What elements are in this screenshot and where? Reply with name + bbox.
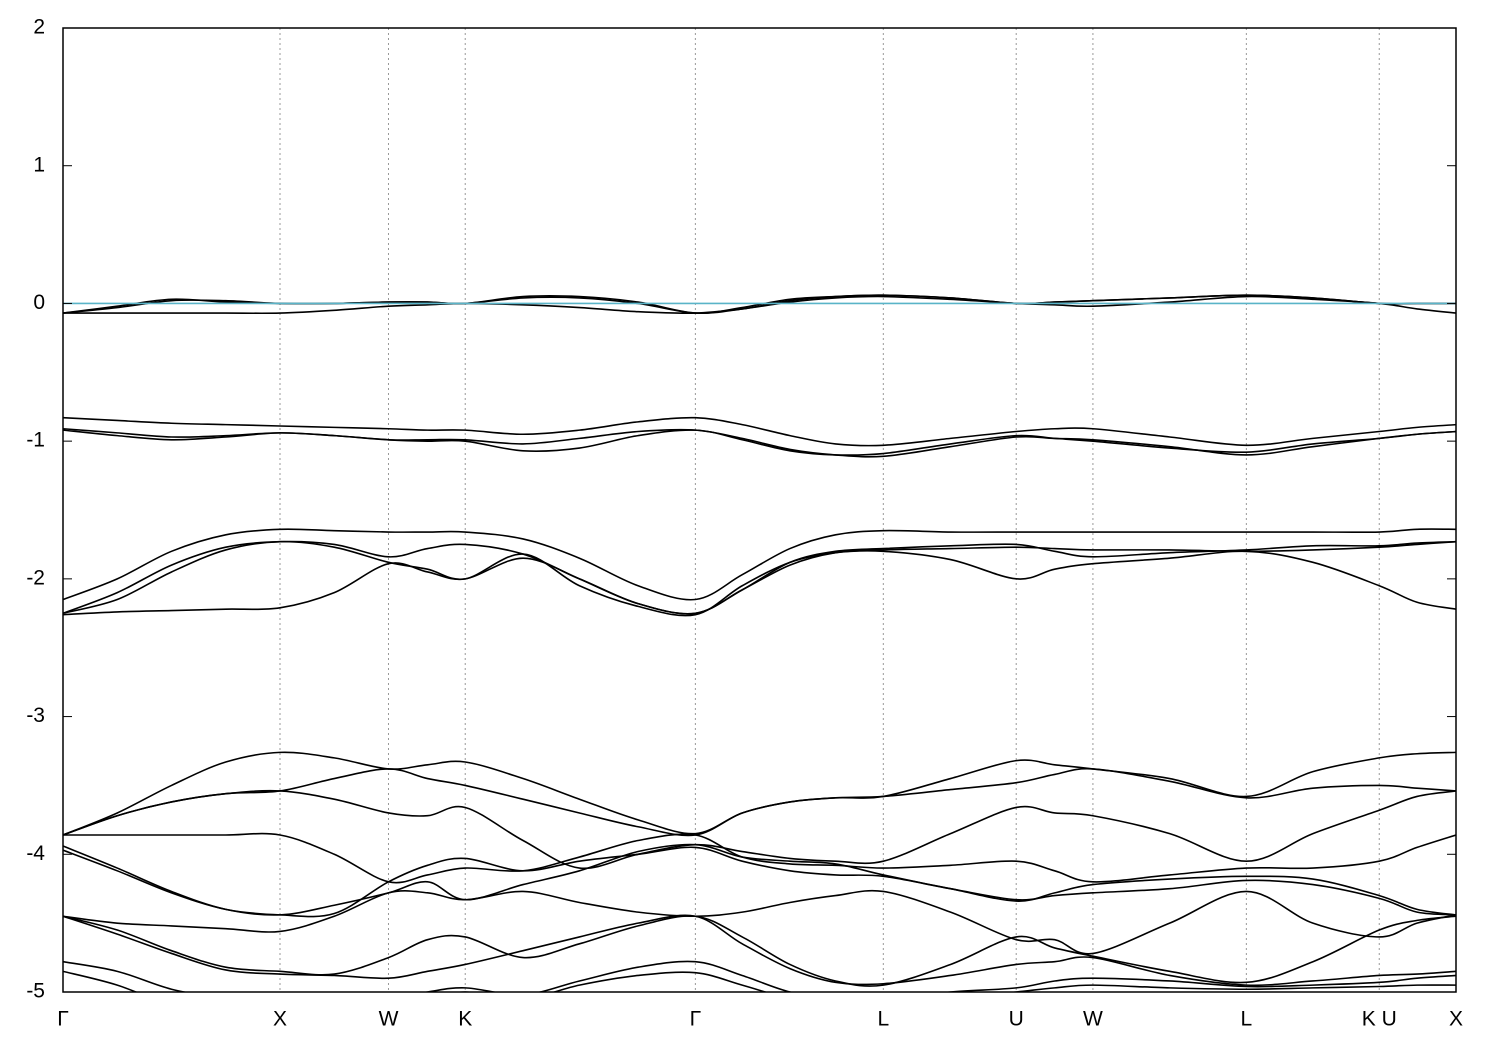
- x-tick-label: X: [1449, 1008, 1463, 1031]
- y-tick-label: -1: [26, 429, 45, 452]
- band-line: [63, 416, 1456, 447]
- band-line: [63, 960, 1456, 992]
- band-line: [63, 832, 1456, 884]
- x-tick-label: W: [1083, 1008, 1103, 1031]
- band-line: [63, 889, 1456, 955]
- plot-frame: [62, 27, 1457, 993]
- x-tick-label: U: [1009, 1008, 1024, 1031]
- y-tick-label: 0: [33, 291, 45, 314]
- y-tick-label: -3: [26, 704, 45, 727]
- x-tick-label: K U: [1362, 1008, 1397, 1031]
- band-line: [63, 914, 1456, 987]
- band-line: [63, 843, 1456, 916]
- band-line: [63, 970, 1456, 992]
- band-layer: [63, 294, 1456, 992]
- x-tick-label: Γ: [57, 1008, 69, 1031]
- grid-layer: [62, 28, 1457, 992]
- label-layer: -5 -4 -3 -2 -1 0 1 2 Γ X W K Γ L U W L K U X: [26, 16, 1463, 1031]
- band-line: [63, 528, 1456, 601]
- x-tick-label: K: [458, 1008, 472, 1031]
- band-line: [63, 751, 1456, 836]
- y-tick-label: -5: [26, 980, 45, 1003]
- band-line: [63, 540, 1456, 616]
- band-line: [63, 540, 1456, 615]
- x-tick-label: L: [877, 1008, 889, 1031]
- x-tick-label: W: [379, 1008, 399, 1031]
- y-tick-label: 1: [33, 153, 45, 176]
- x-tick-label: X: [273, 1008, 287, 1031]
- x-tick-label: L: [1241, 1008, 1253, 1031]
- y-tick-label: -2: [26, 566, 45, 589]
- y-tick-label: -4: [26, 842, 45, 865]
- x-tick-label: Γ: [690, 1008, 702, 1031]
- y-tick-label: 2: [33, 16, 45, 39]
- band-line: [63, 915, 1456, 987]
- band-line: [63, 767, 1456, 837]
- band-line: [63, 429, 1456, 456]
- band-line: [63, 789, 1456, 870]
- band-line: [63, 846, 1456, 918]
